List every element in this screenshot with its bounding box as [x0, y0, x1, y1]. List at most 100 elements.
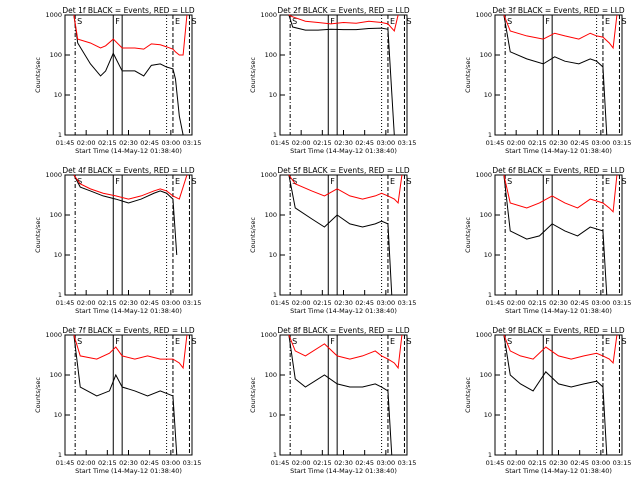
- x-tick-label: 03:00: [591, 299, 610, 307]
- lld-series-line: [503, 14, 618, 50]
- time-marker-label: E: [390, 337, 395, 346]
- x-tick-label: 03:00: [161, 139, 180, 147]
- x-tick-label: 02:30: [334, 299, 353, 307]
- y-axis-label: Counts/sec: [34, 217, 42, 253]
- panel-title: Det 5f BLACK = Events, RED = LLD: [277, 166, 410, 175]
- x-tick-label: 02:30: [119, 139, 138, 147]
- x-tick-label: 01:45: [271, 459, 290, 467]
- x-tick-label: 03:00: [591, 459, 610, 467]
- x-tick-label: 03:15: [398, 459, 417, 467]
- y-tick-label: 1000: [475, 171, 492, 179]
- x-tick-label: 03:15: [398, 299, 417, 307]
- x-tick-label: 02:15: [528, 299, 547, 307]
- detector-panel: Det 5f BLACK = Events, RED = LLD 1 10 100 10…: [249, 166, 416, 315]
- x-tick-label: 02:45: [355, 299, 374, 307]
- time-marker-label: S: [77, 17, 82, 26]
- time-marker-label: S: [621, 177, 626, 186]
- x-tick-label: 02:00: [507, 139, 526, 147]
- time-marker-label: E: [175, 17, 180, 26]
- x-tick-label: 02:45: [140, 459, 159, 467]
- time-marker-label: E: [390, 17, 395, 26]
- panel-title: Det 8f BLACK = Events, RED = LLD: [277, 326, 410, 335]
- x-tick-label: 03:15: [398, 139, 417, 147]
- x-tick-label: 03:15: [613, 299, 632, 307]
- x-tick-label: 02:45: [355, 459, 374, 467]
- x-tick-label: 03:00: [376, 459, 395, 467]
- time-marker-label: E: [605, 337, 610, 346]
- time-marker-label: S: [292, 337, 297, 346]
- detector-panel: Det 9f BLACK = Events, RED = LLD 1 10 100 10…: [464, 326, 631, 475]
- y-tick-label: 100: [265, 51, 277, 59]
- x-tick-label: 02:45: [570, 459, 589, 467]
- time-marker-label: S: [191, 177, 196, 186]
- x-axis-label: Start Time (14-May-12 01:38:40): [75, 307, 182, 315]
- x-tick-label: 02:00: [77, 139, 96, 147]
- events-series-line: [503, 334, 608, 456]
- time-marker-label: S: [292, 177, 297, 186]
- time-marker-label: E: [605, 17, 610, 26]
- time-marker-label: F: [330, 17, 335, 26]
- x-tick-label: 03:00: [376, 299, 395, 307]
- x-tick-label: 02:45: [570, 139, 589, 147]
- x-tick-label: 03:00: [161, 459, 180, 467]
- events-series-line: [288, 14, 399, 136]
- y-axis-label: Counts/sec: [464, 57, 472, 93]
- x-tick-label: 01:45: [56, 139, 75, 147]
- x-axis-label: Start Time (14-May-12 01:38:40): [290, 467, 397, 475]
- x-tick-label: 02:30: [119, 299, 138, 307]
- x-tick-label: 02:45: [140, 299, 159, 307]
- time-marker-label: S: [621, 17, 626, 26]
- y-tick-label: 100: [50, 51, 62, 59]
- x-tick-label: 02:15: [313, 139, 332, 147]
- x-axis-label: Start Time (14-May-12 01:38:40): [75, 147, 182, 155]
- x-tick-label: 03:15: [183, 459, 202, 467]
- time-marker-label: F: [330, 337, 335, 346]
- x-tick-label: 03:00: [591, 139, 610, 147]
- x-axis-label: Start Time (14-May-12 01:38:40): [505, 307, 612, 315]
- x-tick-label: 01:45: [486, 139, 505, 147]
- y-tick-label: 10: [484, 91, 492, 99]
- y-tick-label: 10: [269, 251, 277, 259]
- time-marker-label: E: [175, 177, 180, 186]
- detector-panel: Det 2f BLACK = Events, RED = LLD 1 10 100 10…: [249, 6, 416, 155]
- y-tick-label: 100: [480, 371, 492, 379]
- x-tick-label: 03:00: [161, 299, 180, 307]
- y-tick-label: 1: [273, 291, 277, 299]
- x-tick-label: 02:45: [140, 139, 159, 147]
- events-series-line: [73, 14, 187, 136]
- x-axis-label: Start Time (14-May-12 01:38:40): [290, 147, 397, 155]
- y-tick-label: 10: [484, 251, 492, 259]
- x-tick-label: 02:30: [334, 459, 353, 467]
- x-tick-label: 02:00: [292, 139, 311, 147]
- lld-series-line: [503, 174, 618, 213]
- lld-series-line: [503, 334, 618, 365]
- x-tick-label: 02:00: [507, 459, 526, 467]
- lld-series-line: [288, 334, 403, 370]
- x-tick-label: 03:00: [376, 139, 395, 147]
- time-marker-label: E: [390, 177, 395, 186]
- y-tick-label: 10: [484, 411, 492, 419]
- y-tick-label: 1: [273, 451, 277, 459]
- events-series-line: [288, 174, 393, 296]
- y-tick-label: 1: [488, 131, 492, 139]
- x-tick-label: 02:00: [507, 299, 526, 307]
- y-axis-label: Counts/sec: [34, 377, 42, 413]
- y-tick-label: 100: [50, 371, 62, 379]
- time-marker-label: F: [115, 17, 120, 26]
- x-tick-label: 02:00: [77, 299, 96, 307]
- lld-series-line: [73, 334, 188, 370]
- time-marker-label: F: [545, 337, 550, 346]
- x-tick-label: 02:00: [292, 459, 311, 467]
- time-marker-label: S: [507, 17, 512, 26]
- y-tick-label: 10: [269, 411, 277, 419]
- y-tick-label: 1: [488, 451, 492, 459]
- x-tick-label: 02:30: [549, 459, 568, 467]
- panel-title: Det 1f BLACK = Events, RED = LLD: [62, 6, 195, 15]
- time-marker-label: S: [77, 177, 82, 186]
- x-tick-label: 03:15: [183, 139, 202, 147]
- events-series-line: [503, 14, 608, 136]
- x-tick-label: 02:00: [77, 459, 96, 467]
- time-marker-label: F: [115, 177, 120, 186]
- events-series-line: [288, 334, 393, 456]
- x-tick-label: 01:45: [56, 299, 75, 307]
